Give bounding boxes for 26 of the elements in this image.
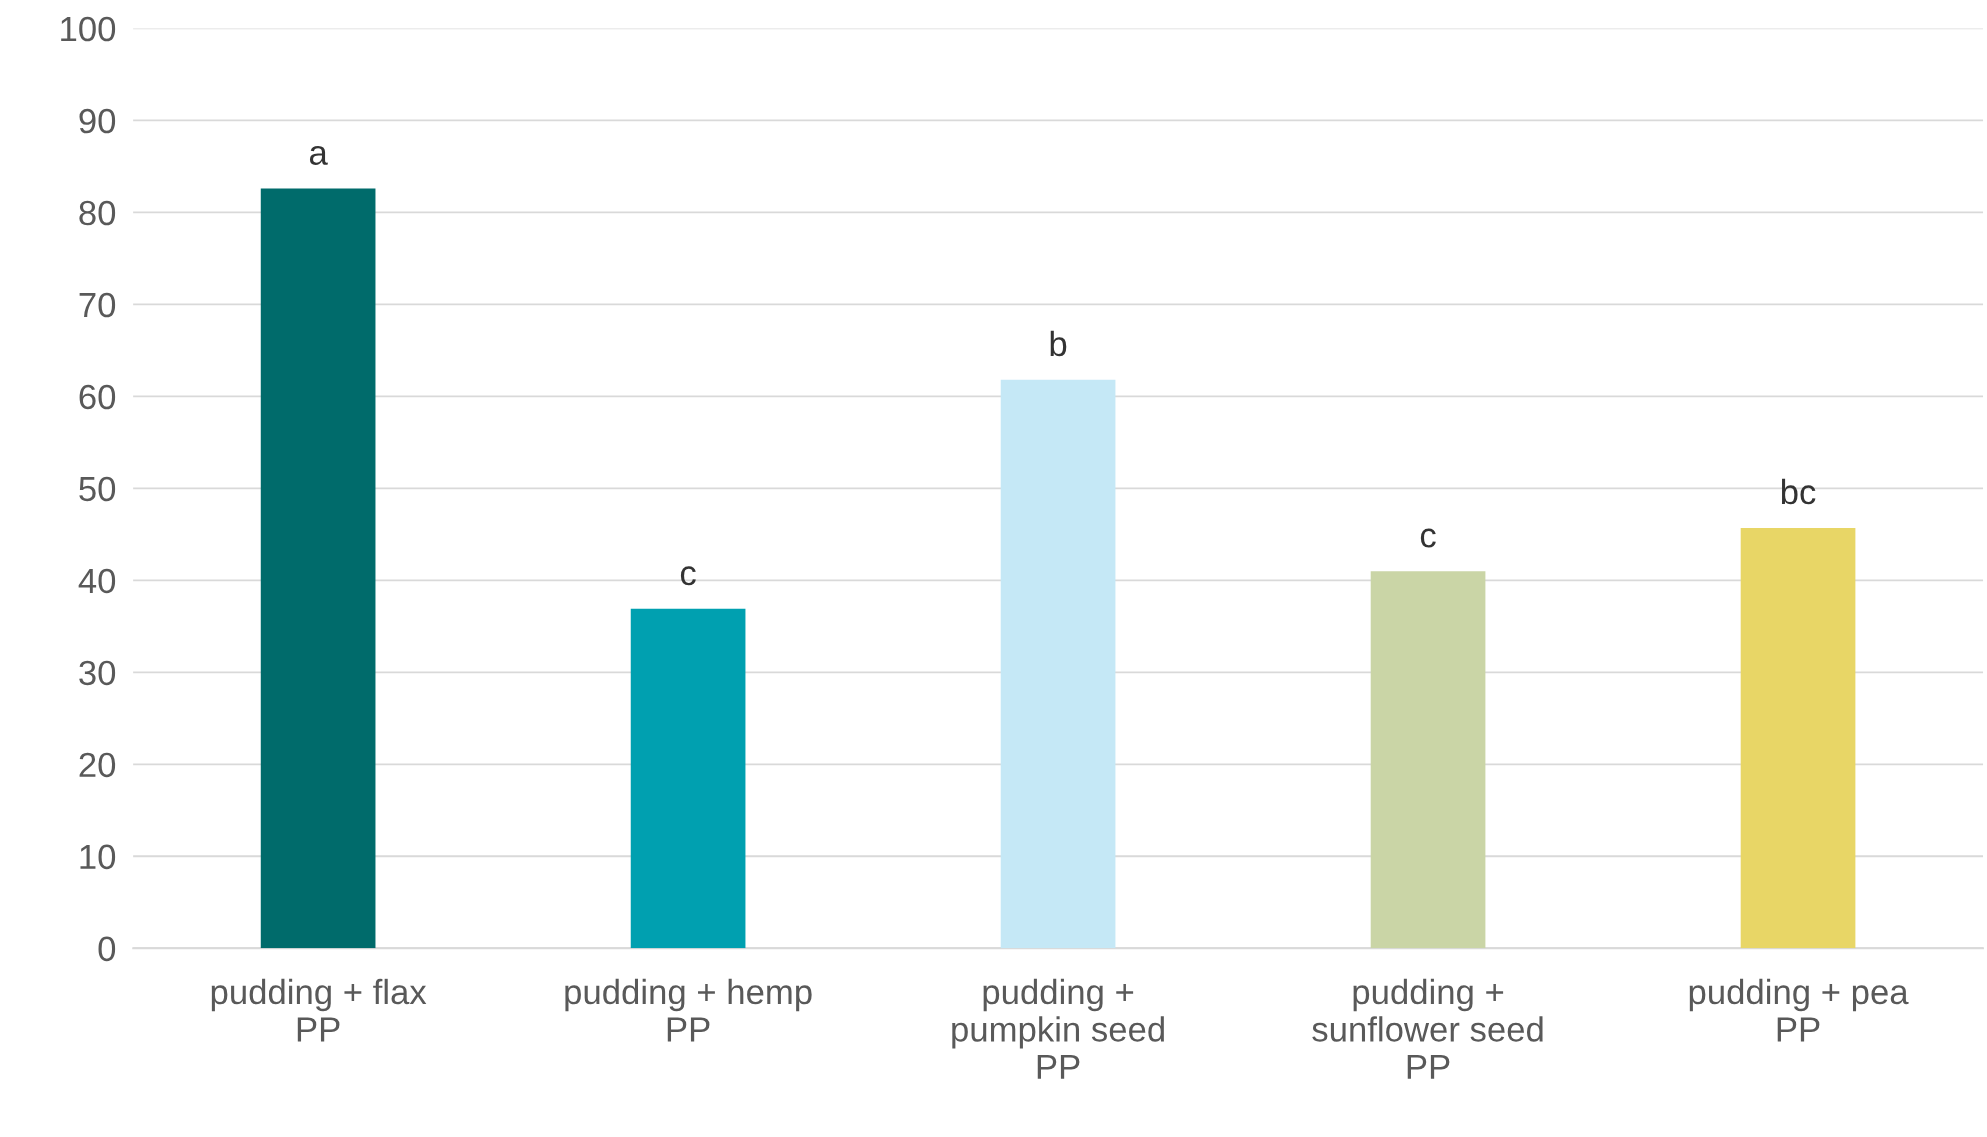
y-tick-label: 20 [79, 752, 116, 778]
y-tick-label: 50 [79, 476, 116, 502]
y-tick-label: 30 [79, 660, 116, 686]
x-tick-label: pudding + flax PP [211, 978, 427, 1042]
bar [1370, 571, 1486, 949]
bar [260, 188, 376, 949]
y-tick-label: 10 [80, 844, 116, 870]
annotation: c [680, 566, 696, 586]
annotation: bc [1781, 478, 1816, 505]
y-tick-label: 0 [98, 936, 116, 962]
x-tick-label: pudding + pea PP [1689, 978, 1909, 1042]
bar [630, 608, 746, 949]
annotation: b [1050, 330, 1067, 357]
x-tick-label: pudding + hemp PP [565, 978, 812, 1042]
y-tick-label: 70 [79, 292, 116, 318]
annotation: c [1420, 528, 1436, 548]
annotation: a [309, 145, 328, 165]
x-tick-label: pudding + pumpkin seed PP [952, 978, 1164, 1079]
x-tick-label: pudding + sunflower seed PP [1312, 978, 1543, 1079]
bar [1740, 527, 1856, 949]
y-tick-label: 80 [79, 200, 116, 226]
bar [1000, 379, 1116, 949]
y-tick-label: 100 [61, 16, 116, 42]
y-tick-label: 60 [79, 384, 116, 410]
y-tick-label: 90 [79, 108, 116, 134]
y-tick-label: 40 [78, 568, 116, 594]
